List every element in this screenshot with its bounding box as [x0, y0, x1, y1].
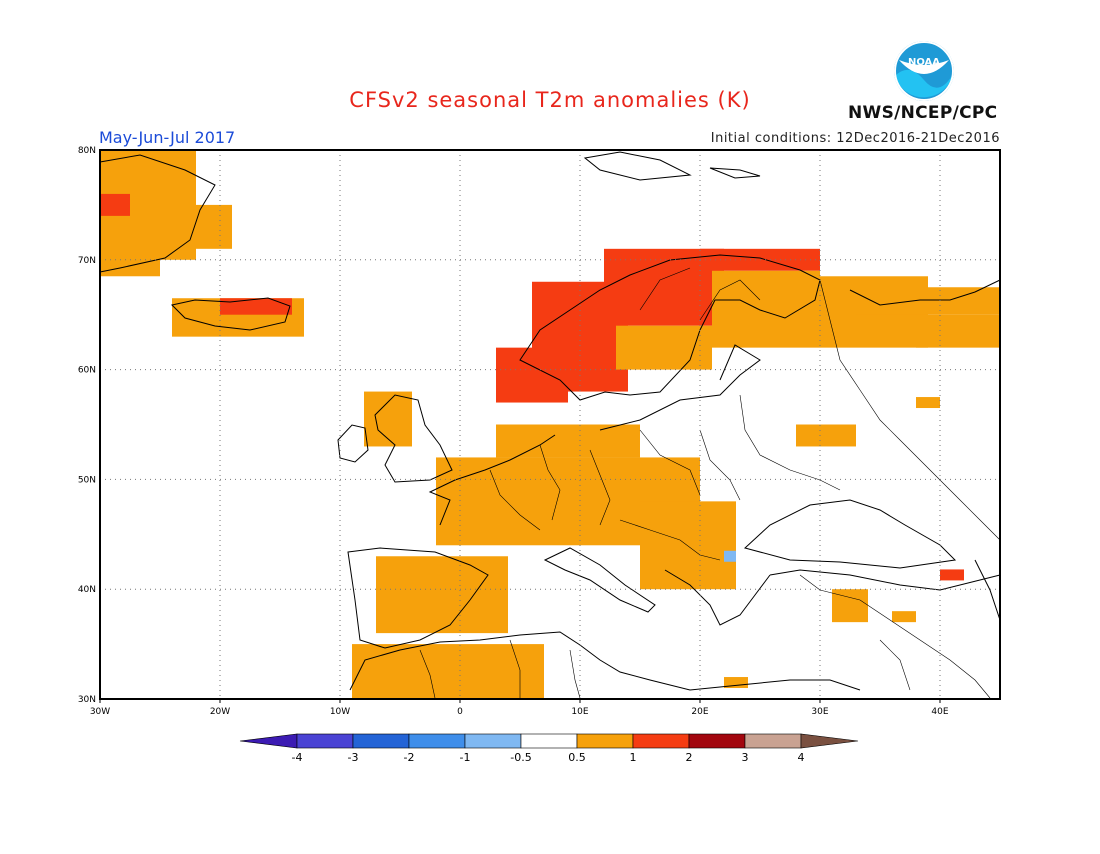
- anomaly-cell-26: [940, 569, 964, 581]
- anomaly-cell-1: [100, 248, 160, 277]
- coast-turkey: [769, 569, 1001, 591]
- lat-tick-label: 80N: [78, 146, 96, 156]
- lon-tick-label: 20W: [210, 707, 230, 717]
- coast-italy: [543, 547, 656, 613]
- colorbar-label: -4: [292, 751, 303, 764]
- coast-scandinavia: [519, 254, 821, 401]
- anomaly-cell-12: [712, 270, 820, 348]
- anomaly-cell-21: [796, 424, 856, 447]
- lon-tick-label: 10W: [330, 707, 350, 717]
- coast-britain: [374, 394, 453, 483]
- lon-tick-label: 10E: [571, 707, 588, 717]
- anomaly-cell-24: [916, 397, 940, 409]
- colorbar-segment-4: [520, 733, 578, 749]
- lat-tick-label: 30N: [78, 695, 96, 705]
- colorbar-segment-2: [408, 733, 466, 749]
- colorbar-label: 3: [742, 751, 749, 764]
- coast-greece-balkans: [664, 569, 771, 626]
- lon-tick-label: 20E: [691, 707, 708, 717]
- lat-tick-label: 60N: [78, 366, 96, 376]
- coast-black-sea: [743, 499, 957, 569]
- colorbar-segment-3: [464, 733, 522, 749]
- coast-north-africa: [349, 631, 861, 691]
- lon-tick-label: 40E: [931, 707, 948, 717]
- lat-tick-label: 50N: [78, 475, 96, 485]
- anomaly-cell-19: [376, 556, 508, 634]
- colorbar-label: 1: [630, 751, 637, 764]
- forecast-period: May-Jun-Jul 2017: [99, 128, 236, 147]
- coast-greenland: [99, 154, 216, 273]
- coastlines: [99, 151, 1001, 691]
- colorbar-label: -0.5: [510, 751, 531, 764]
- anomaly-cell-18: [640, 501, 736, 590]
- colorbar-segment-8: [744, 733, 802, 749]
- anomaly-cell-15: [916, 314, 1000, 348]
- coast-caspian: [974, 559, 1001, 621]
- colorbar-label: -1: [460, 751, 471, 764]
- coast-svalbard: [583, 151, 692, 181]
- colorbar: -4 -3 -2 -1 -0.5 0.5 1 2 3 4: [239, 733, 859, 764]
- anomaly-cell-17: [496, 424, 640, 458]
- colorbar-segment-0: [296, 733, 354, 749]
- anomaly-cell-23: [892, 611, 916, 623]
- graticule: [100, 150, 1000, 699]
- colorbar-label: -3: [348, 751, 359, 764]
- anomaly-cell-11: [616, 325, 712, 370]
- coast-europe-w: [428, 434, 556, 526]
- axis-ticks: 30W 20W 10W 0 10E 20E 30E 40E 30N 40N 50N 60N 70N 80N: [78, 146, 949, 717]
- coast-novaya: [709, 167, 761, 179]
- colorbar-segment-1: [352, 733, 410, 749]
- chart-title: CFSv2 seasonal T2m anomalies (K): [349, 88, 751, 112]
- lon-tick-label: 30E: [811, 707, 828, 717]
- colorbar-segment-5: [576, 733, 634, 749]
- lon-tick-label: 0: [457, 707, 463, 717]
- anomaly-cells: [100, 150, 1000, 699]
- lon-tick-label: 30W: [90, 707, 110, 717]
- noaa-logo-text: NOAA: [908, 57, 940, 68]
- initial-conditions: Initial conditions: 12Dec2016-21Dec2016: [710, 131, 1000, 146]
- anomaly-cell-3: [196, 204, 232, 249]
- lat-tick-label: 40N: [78, 585, 96, 595]
- lat-tick-label: 70N: [78, 256, 96, 266]
- anomaly-cell-27: [724, 550, 736, 562]
- colorbar-label: 2: [686, 751, 693, 764]
- coast-iberia: [347, 547, 489, 649]
- coast-white-sea: [849, 279, 1001, 306]
- anomaly-cell-20: [352, 644, 544, 699]
- anomaly-cell-14: [856, 287, 1000, 315]
- colorbar-label: 0.5: [568, 751, 586, 764]
- coast-iceland: [170, 297, 291, 331]
- colorbar-label: 4: [798, 751, 805, 764]
- colorbar-label: -2: [404, 751, 415, 764]
- anomaly-cell-5: [220, 298, 292, 315]
- colorbar-low-arrow: [239, 733, 298, 749]
- noaa-logo-icon: NOAA: [893, 40, 955, 106]
- colorbar-segment-7: [688, 733, 746, 749]
- anomaly-cell-6: [364, 391, 412, 447]
- coast-baltic: [599, 344, 761, 431]
- colorbar-high-arrow: [800, 733, 859, 749]
- coast-ireland: [337, 424, 369, 463]
- anomaly-cell-25: [724, 677, 748, 689]
- agency-label: NWS/NCEP/CPC: [848, 103, 998, 123]
- map-frame: [99, 149, 1001, 700]
- colorbar-segment-6: [632, 733, 690, 749]
- anomaly-cell-2: [100, 193, 130, 216]
- country-borders: [419, 267, 1001, 699]
